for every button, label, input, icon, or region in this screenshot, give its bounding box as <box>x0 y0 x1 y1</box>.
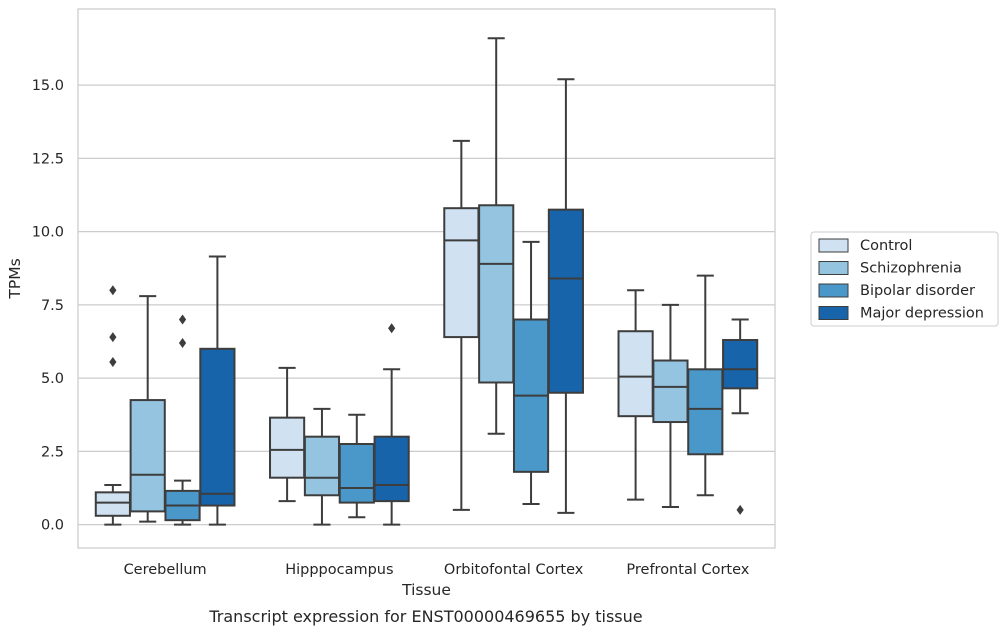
box-group <box>443 139 480 511</box>
box-group <box>722 318 759 515</box>
box-groups <box>94 37 759 526</box>
box <box>338 443 375 504</box>
legend-label: Schizophrenia <box>860 261 962 277</box>
box <box>478 204 515 384</box>
grid-lines <box>78 84 775 526</box>
y-tick-label: 2.5 <box>41 444 64 460</box>
y-tick-label: 7.5 <box>41 298 64 314</box>
legend-item: Major depression <box>818 306 984 322</box>
x-tick-label: Hipppocampus <box>285 562 393 578</box>
legend-item: Schizophrenia <box>818 261 962 277</box>
box <box>617 330 654 418</box>
box <box>373 435 410 503</box>
plot-frame <box>77 8 776 549</box>
box <box>269 416 306 479</box>
box-group <box>94 285 131 526</box>
box-group <box>129 295 166 523</box>
outlier-point <box>736 504 744 515</box>
legend-items: Control Schizophrenia Bipolar disorder Majo… <box>818 238 984 322</box>
box <box>687 368 724 456</box>
legend-label: Major depression <box>860 306 984 322</box>
box-group <box>617 289 654 501</box>
box-group <box>303 407 341 526</box>
legend-frame <box>810 231 999 327</box>
outlier-point <box>109 332 117 343</box>
box-group <box>478 37 515 435</box>
box <box>547 208 584 394</box>
y-tick-label: 5.0 <box>41 371 64 387</box>
box-group <box>547 78 584 514</box>
y-tick-label: 12.5 <box>32 151 64 167</box>
box-group <box>338 413 375 519</box>
x-tick-label: Orbitofontal Cortex <box>444 562 584 578</box>
legend: Control Schizophrenia Bipolar disorder Majo… <box>810 231 999 327</box>
legend-swatch <box>818 261 849 275</box>
x-tick-label: Cerebellum <box>124 562 207 578</box>
x-tick-label: Prefrontal Cortex <box>626 562 749 578</box>
legend-label: Bipolar disorder <box>860 283 975 299</box>
box-group <box>687 274 724 497</box>
y-tick-label: 0.0 <box>41 518 64 534</box>
x-tick-labels: Cerebellum Hipppocampus Orbitofontal Corte… <box>124 562 750 578</box>
outlier-point <box>178 314 187 325</box>
legend-label: Control <box>860 238 912 254</box>
box <box>652 359 689 424</box>
box-group <box>269 366 306 503</box>
y-tick-labels: 0.0 2.5 5.0 7.5 10.0 12.5 15.0 <box>32 78 64 533</box>
box <box>303 435 341 497</box>
box <box>722 339 759 390</box>
box-group <box>199 255 236 526</box>
legend-swatch <box>818 238 849 253</box>
box <box>129 399 166 513</box>
box <box>443 207 480 339</box>
outlier-point <box>178 337 187 348</box>
outlier-point <box>109 285 117 296</box>
box-group <box>512 240 550 506</box>
legend-swatch <box>818 283 849 298</box>
box <box>199 347 236 507</box>
box-group <box>373 323 410 526</box>
y-axis-label: TPMs <box>6 258 24 299</box>
chart-caption: Transcript expression for ENST0000046965… <box>208 607 642 626</box>
legend-item: Bipolar disorder <box>818 283 975 299</box>
y-tick-label: 15.0 <box>32 78 64 94</box>
box-group <box>164 314 201 526</box>
y-tick-label: 10.0 <box>32 225 64 241</box>
outlier-point <box>388 323 396 334</box>
legend-swatch <box>818 306 849 320</box>
box <box>94 491 131 517</box>
outlier-point <box>109 356 117 367</box>
box-group <box>652 303 689 508</box>
x-axis-label: Tissue <box>401 581 451 599</box>
legend-item: Control <box>818 238 912 254</box>
